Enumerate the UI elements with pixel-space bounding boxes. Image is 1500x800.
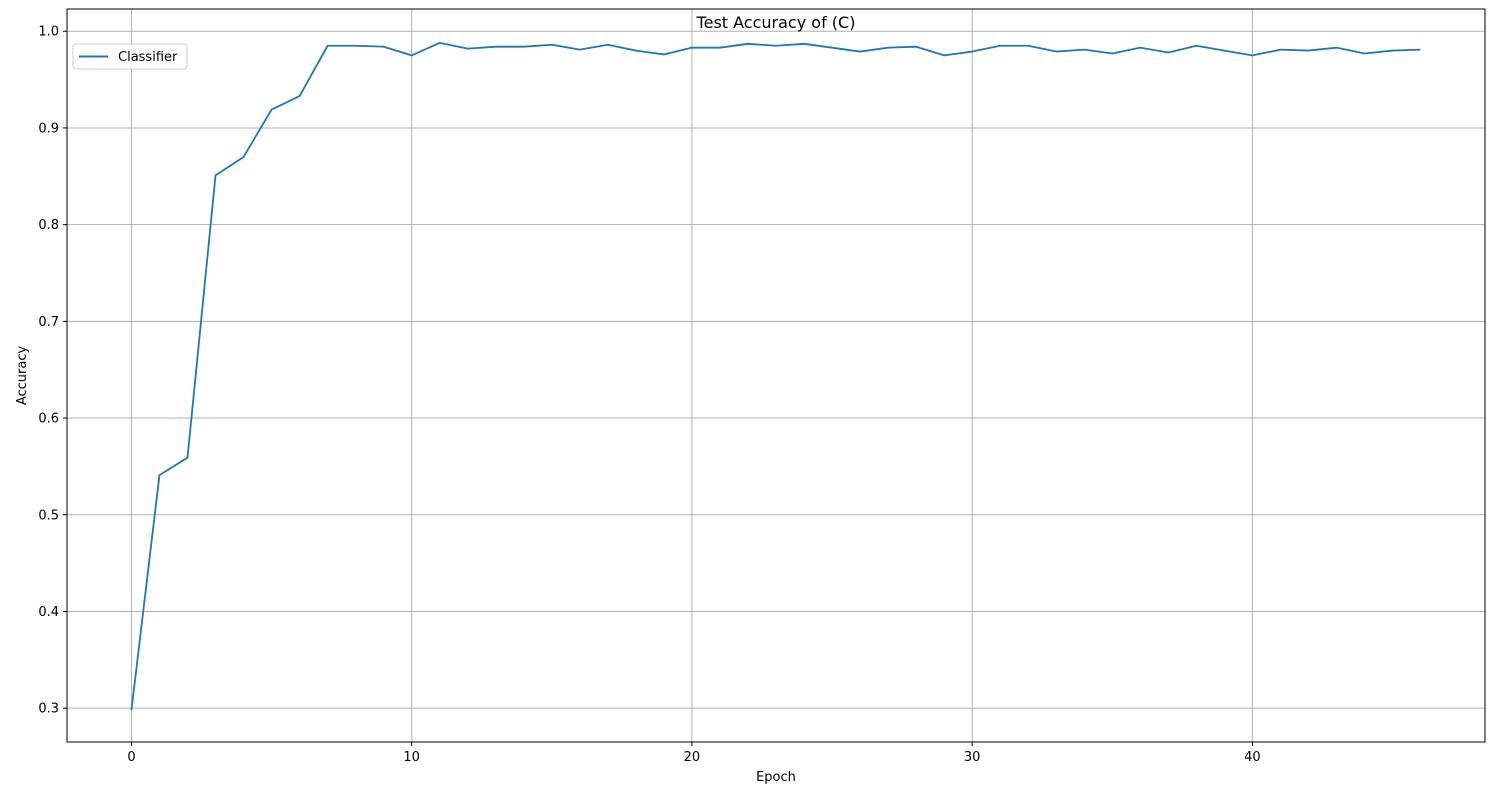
y-tick-label: 0.6 [38, 412, 59, 427]
grid-lines [67, 9, 1485, 742]
x-axis-label: Epoch [756, 770, 796, 785]
y-tick-label: 0.7 [38, 315, 59, 330]
plot-frame [66, 8, 1486, 743]
y-axis-label: Accuracy [15, 346, 30, 406]
chart-title: Test Accuracy of (C) [696, 13, 856, 32]
y-tick-label: 0.3 [38, 702, 59, 717]
x-tick-label: 30 [964, 750, 981, 765]
x-tick-label: 40 [1244, 750, 1261, 765]
series-layer [130, 41, 1421, 711]
x-tick-label: 0 [127, 750, 135, 765]
legend-label-classifier: Classifier [118, 50, 178, 65]
series-line-classifier [130, 41, 1421, 711]
y-tick-label: 1.0 [38, 25, 59, 40]
y-tick-label: 0.5 [38, 508, 59, 523]
x-tick-label: 10 [403, 750, 420, 765]
x-tick-label: 20 [684, 750, 701, 765]
legend: Classifier [72, 43, 188, 70]
legend-box [72, 43, 188, 70]
y-tick-label: 0.4 [38, 605, 59, 620]
axis-ticks: 0 10 20 30 40 0.3 0.4 0.5 0.6 0.7 0.8 0.9 1.0 [38, 25, 1260, 765]
y-tick-label: 0.8 [38, 218, 59, 233]
y-tick-label: 0.9 [38, 121, 59, 136]
